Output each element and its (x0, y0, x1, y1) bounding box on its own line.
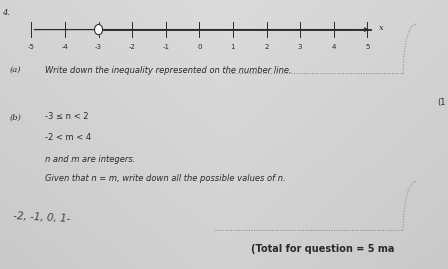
Text: -2: -2 (129, 44, 136, 49)
Text: (a): (a) (10, 66, 22, 74)
Text: -2 < m < 4: -2 < m < 4 (45, 133, 91, 142)
Text: (1: (1 (437, 98, 445, 107)
Text: x: x (379, 24, 383, 32)
Text: Write down the inequality represented on the number line.: Write down the inequality represented on… (45, 66, 292, 75)
Text: (b): (b) (10, 114, 22, 122)
Text: 4: 4 (332, 44, 336, 49)
Text: -1: -1 (162, 44, 169, 49)
Text: (Total for question = 5 ma: (Total for question = 5 ma (251, 244, 394, 254)
Text: -3 ≤ n < 2: -3 ≤ n < 2 (45, 112, 88, 121)
Text: 0: 0 (197, 44, 202, 49)
Text: Given that n = m, write down all the possible values of n.: Given that n = m, write down all the pos… (45, 174, 285, 182)
Text: 5: 5 (365, 44, 370, 49)
Text: -2, -1, 0, 1-: -2, -1, 0, 1- (13, 211, 71, 224)
Text: 1: 1 (231, 44, 235, 49)
Text: 4.: 4. (2, 9, 10, 17)
Text: -3: -3 (95, 44, 102, 49)
Ellipse shape (95, 24, 103, 35)
Text: 2: 2 (264, 44, 269, 49)
Text: -5: -5 (28, 44, 35, 49)
Text: n and m are integers.: n and m are integers. (45, 155, 135, 164)
Text: -4: -4 (61, 44, 69, 49)
Text: 3: 3 (298, 44, 302, 49)
